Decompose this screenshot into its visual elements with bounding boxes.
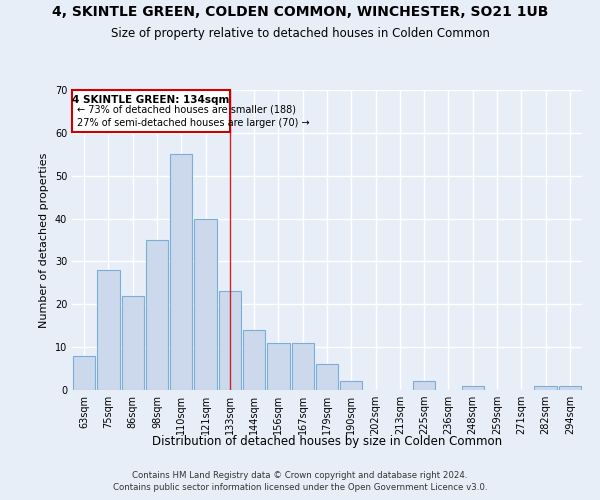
Bar: [267, 343, 290, 390]
Bar: [194, 218, 217, 390]
Bar: [413, 382, 436, 390]
Bar: [316, 364, 338, 390]
Text: ← 73% of detached houses are smaller (188): ← 73% of detached houses are smaller (18…: [77, 105, 296, 115]
Text: 4, SKINTLE GREEN, COLDEN COMMON, WINCHESTER, SO21 1UB: 4, SKINTLE GREEN, COLDEN COMMON, WINCHES…: [52, 5, 548, 19]
Bar: [340, 382, 362, 390]
Bar: [170, 154, 193, 390]
FancyBboxPatch shape: [73, 90, 230, 132]
Bar: [122, 296, 144, 390]
Bar: [218, 292, 241, 390]
Text: 4 SKINTLE GREEN: 134sqm: 4 SKINTLE GREEN: 134sqm: [73, 95, 230, 105]
Y-axis label: Number of detached properties: Number of detached properties: [39, 152, 49, 328]
Text: 27% of semi-detached houses are larger (70) →: 27% of semi-detached houses are larger (…: [77, 118, 310, 128]
Bar: [535, 386, 557, 390]
Bar: [97, 270, 119, 390]
Text: Size of property relative to detached houses in Colden Common: Size of property relative to detached ho…: [110, 28, 490, 40]
Bar: [292, 343, 314, 390]
Text: Contains HM Land Registry data © Crown copyright and database right 2024.: Contains HM Land Registry data © Crown c…: [132, 471, 468, 480]
Bar: [73, 356, 95, 390]
Bar: [243, 330, 265, 390]
Bar: [146, 240, 168, 390]
Text: Contains public sector information licensed under the Open Government Licence v3: Contains public sector information licen…: [113, 484, 487, 492]
Bar: [461, 386, 484, 390]
Bar: [559, 386, 581, 390]
Text: Distribution of detached houses by size in Colden Common: Distribution of detached houses by size …: [152, 435, 502, 448]
